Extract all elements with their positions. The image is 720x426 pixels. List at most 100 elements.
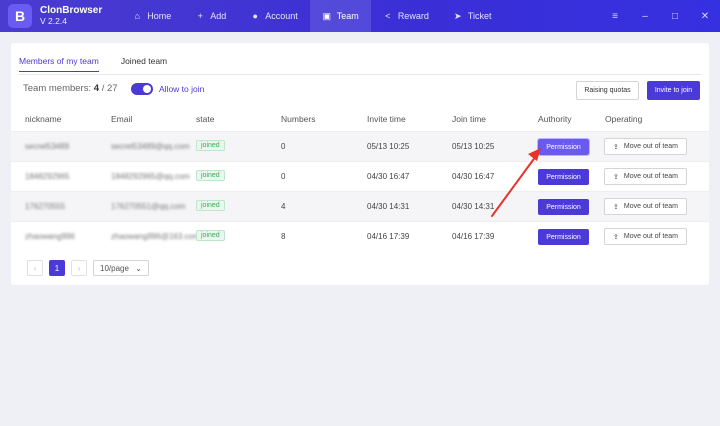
team-tabs: Members of my team Joined team — [19, 56, 167, 72]
permission-button[interactable]: Permission — [538, 199, 589, 215]
main-nav: ⌂ Home + Add ● Account ▣ Team < Reward ➤… — [120, 0, 503, 32]
invite-time-cell: 04/16 17:39 — [367, 232, 410, 241]
nav-label: Home — [147, 11, 172, 21]
table-row: 176270555 176270551@qq.com joined 4 04/3… — [11, 191, 709, 221]
column-header: Numbers — [281, 114, 316, 124]
move-out-of-team-button[interactable]: ⇪ Move out of team — [604, 228, 687, 245]
numbers-cell: 0 — [281, 142, 286, 151]
team-members-label: Team members: — [23, 83, 92, 94]
nickname-cell: secret53489 — [25, 142, 70, 151]
move-out-label: Move out of team — [623, 203, 678, 210]
next-page-button[interactable]: › — [71, 260, 87, 276]
allow-to-join-toggle[interactable] — [131, 83, 153, 95]
app-name: ClonBrowser — [40, 5, 103, 16]
move-out-of-team-button[interactable]: ⇪ Move out of team — [604, 198, 687, 215]
move-out-label: Move out of team — [623, 233, 678, 240]
upload-icon: ⇪ — [613, 173, 619, 181]
column-header: nickname — [25, 114, 62, 124]
account-icon: ● — [252, 11, 258, 21]
nav-label: Reward — [397, 11, 429, 21]
move-out-of-team-button[interactable]: ⇪ Move out of team — [604, 168, 687, 185]
invite-time-cell: 05/13 10:25 — [367, 142, 410, 151]
add-icon: + — [197, 11, 203, 21]
nav-label: Add — [210, 11, 227, 21]
join-time-cell: 04/30 14:31 — [452, 202, 495, 211]
team-members-count: Team members: 4 / 27 — [23, 83, 118, 94]
status-badge: joined — [196, 170, 225, 181]
team-members-total: / 27 — [101, 83, 118, 94]
nav-home[interactable]: ⌂ Home — [120, 0, 183, 32]
send-icon: ➤ — [454, 10, 462, 21]
permission-button[interactable]: Permission — [538, 229, 589, 245]
app-logo-icon: B — [8, 4, 32, 28]
column-header: state — [196, 114, 215, 124]
column-header: Invite time — [367, 114, 406, 124]
app-version: V 2.2.4 — [40, 16, 67, 26]
nav-label: Account — [265, 11, 298, 21]
column-header: Email — [111, 114, 133, 124]
nickname-cell: zhaowang996 — [25, 232, 75, 241]
top-bar: B ClonBrowser V 2.2.4 ⌂ Home + Add ● Acc… — [0, 0, 720, 32]
close-icon[interactable]: ✕ — [700, 10, 710, 22]
brand: ClonBrowser V 2.2.4 — [40, 5, 102, 27]
column-header: Operating — [605, 114, 643, 124]
invite-to-join-button[interactable]: Invite to join — [647, 81, 700, 100]
numbers-cell: 8 — [281, 232, 286, 241]
nav-label: Ticket — [467, 11, 492, 21]
permission-button[interactable]: Permission — [538, 169, 589, 185]
email-cell: zhaowang996@163.com — [111, 232, 200, 241]
nav-ticket[interactable]: ➤ Ticket — [441, 0, 504, 32]
email-cell: 1848292965@qq.com — [111, 172, 190, 181]
status-badge: joined — [196, 140, 225, 151]
table-row: zhaowang996 zhaowang996@163.com joined 8… — [11, 221, 709, 251]
move-out-label: Move out of team — [623, 143, 678, 150]
minimize-icon[interactable]: – — [642, 10, 648, 22]
tab-joined-team[interactable]: Joined team — [120, 56, 168, 66]
team-members-current: 4 — [93, 83, 100, 94]
table-row: 1848292965 1848292965@qq.com joined 0 04… — [11, 161, 709, 191]
numbers-cell: 4 — [281, 202, 286, 211]
upload-icon: ⇪ — [613, 203, 619, 211]
share-icon: < — [385, 11, 391, 21]
permission-button[interactable]: Permission — [537, 138, 590, 156]
team-icon: ▣ — [322, 10, 332, 21]
page-1-button[interactable]: 1 — [49, 260, 65, 276]
window-controls: ≡ – □ ✕ — [608, 0, 712, 32]
nav-reward[interactable]: < Reward — [371, 0, 441, 32]
table-row: secret53489 secret53489@qq.com joined 0 … — [11, 131, 709, 161]
prev-page-button[interactable]: ‹ — [27, 260, 43, 276]
move-out-of-team-button[interactable]: ⇪ Move out of team — [604, 138, 687, 155]
move-out-label: Move out of team — [623, 173, 678, 180]
nav-label: Team — [336, 11, 359, 21]
chevron-down-icon: ⌄ — [135, 263, 142, 273]
join-time-cell: 04/16 17:39 — [452, 232, 495, 241]
nav-team[interactable]: ▣ Team — [309, 0, 371, 32]
join-time-cell: 04/30 16:47 — [452, 172, 495, 181]
numbers-cell: 0 — [281, 172, 286, 181]
page-size-select[interactable]: 10/page ⌄ — [93, 260, 149, 276]
nav-add[interactable]: + Add — [183, 0, 238, 32]
email-cell: secret53489@qq.com — [111, 142, 190, 151]
raising-quotas-button[interactable]: Raising quotas — [576, 81, 639, 100]
team-card: Members of my team Joined team Team memb… — [11, 43, 709, 285]
status-badge: joined — [196, 230, 225, 241]
email-cell: 176270551@qq.com — [111, 202, 186, 211]
tab-divider — [19, 74, 701, 75]
allow-to-join-label: Allow to join — [159, 84, 205, 94]
status-badge: joined — [196, 200, 225, 211]
maximize-icon[interactable]: □ — [671, 10, 679, 22]
home-icon: ⌂ — [134, 11, 140, 21]
tab-members-of-my-team[interactable]: Members of my team — [19, 56, 99, 72]
join-time-cell: 05/13 10:25 — [452, 142, 495, 151]
invite-time-cell: 04/30 14:31 — [367, 202, 410, 211]
nav-account[interactable]: ● Account — [238, 0, 310, 32]
column-header: Join time — [452, 114, 487, 124]
nickname-cell: 176270555 — [25, 202, 66, 211]
nickname-cell: 1848292965 — [25, 172, 70, 181]
upload-icon: ⇪ — [613, 143, 619, 151]
page-size-value: 10/page — [100, 263, 129, 273]
menu-icon[interactable]: ≡ — [612, 10, 618, 22]
table-header: nickname Email state Numbers Invite time… — [11, 107, 709, 131]
invite-time-cell: 04/30 16:47 — [367, 172, 410, 181]
upload-icon: ⇪ — [613, 233, 619, 241]
